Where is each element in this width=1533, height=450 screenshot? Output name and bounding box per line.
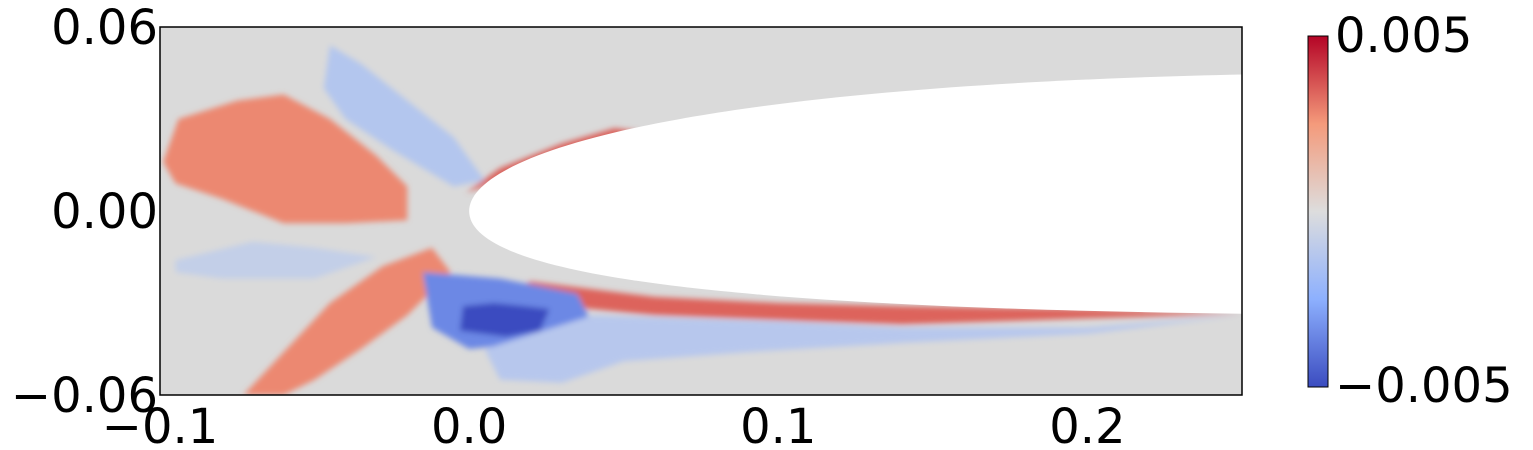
plot-frame xyxy=(159,26,1243,396)
field-region-lower-surface-shear xyxy=(500,281,1242,325)
x-tick-label: −0.1 xyxy=(102,399,219,446)
x-tick-label: 0.0 xyxy=(431,399,507,446)
colorbar-max-label: 0.005 xyxy=(1335,8,1472,64)
airfoil xyxy=(469,74,1242,314)
field-region-upstream-light-blue-upper xyxy=(323,45,485,187)
field-region-wake-light-blue xyxy=(484,315,1242,383)
field-region-lower-dark-blue-core xyxy=(459,303,550,337)
y-tick-label: −0.06 xyxy=(11,368,158,424)
field-region-upstream-upper-lobe xyxy=(163,94,408,224)
y-axis: −0.06 0.00 0.06 xyxy=(11,0,158,424)
field-region-upstream-lower-lobe xyxy=(243,247,451,395)
x-tick-label: 0.2 xyxy=(1049,399,1125,446)
colorbar-gradient xyxy=(1307,35,1329,388)
y-tick-label: 0.06 xyxy=(51,0,158,56)
colorbar: 0.005 −0.005 xyxy=(1307,8,1513,414)
field-region-upstream-light-blue-lower xyxy=(175,241,377,279)
x-tick-label: 0.1 xyxy=(740,399,816,446)
y-tick-label: 0.00 xyxy=(51,184,158,240)
field-regions xyxy=(163,45,1242,395)
colorbar-min-label: −0.005 xyxy=(1335,358,1513,414)
x-axis: −0.1 0.0 0.1 0.2 xyxy=(102,399,1126,450)
